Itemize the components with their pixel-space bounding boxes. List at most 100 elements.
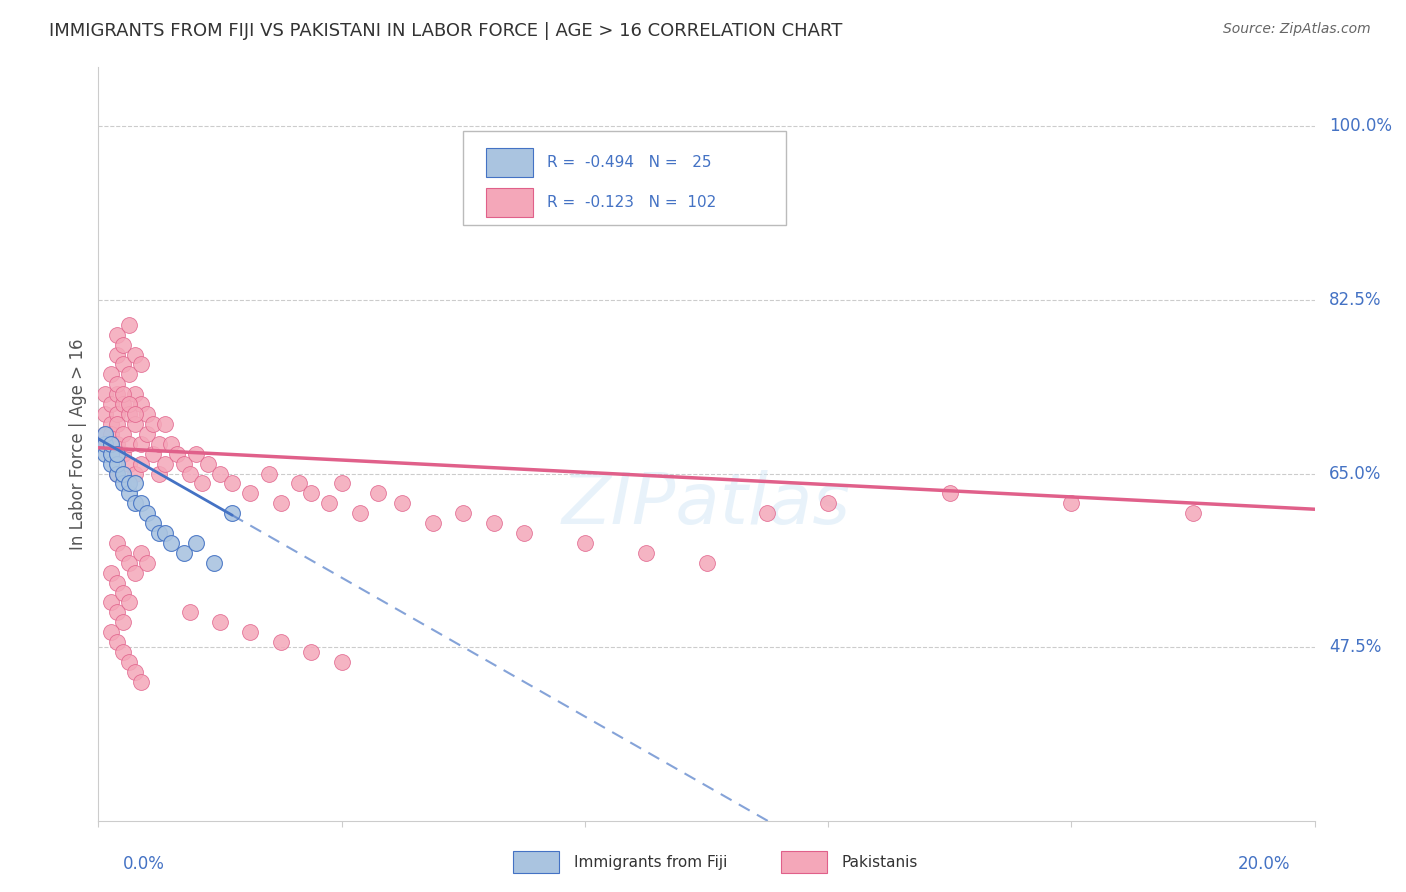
Point	[118, 437, 141, 451]
Point	[173, 546, 195, 560]
Text: 65.0%: 65.0%	[1329, 465, 1382, 483]
Point	[105, 407, 128, 421]
Point	[270, 496, 292, 510]
Text: Source: ZipAtlas.com: Source: ZipAtlas.com	[1223, 22, 1371, 37]
Point	[100, 417, 122, 431]
Point	[1182, 506, 1205, 520]
Point	[142, 417, 165, 431]
Point	[257, 467, 280, 481]
Point	[124, 496, 146, 510]
Text: 100.0%: 100.0%	[1329, 118, 1392, 136]
Point	[100, 595, 122, 609]
Point	[299, 486, 322, 500]
Point	[209, 615, 232, 630]
Point	[124, 417, 146, 431]
Point	[221, 476, 243, 491]
Point	[118, 318, 141, 332]
Point	[118, 368, 141, 382]
Point	[111, 645, 134, 659]
Point	[191, 476, 214, 491]
Point	[118, 595, 141, 609]
Point	[129, 437, 152, 451]
Point	[100, 457, 122, 471]
Point	[160, 437, 183, 451]
Point	[173, 457, 195, 471]
Point	[129, 397, 152, 411]
Point	[136, 556, 159, 570]
Point	[136, 506, 159, 520]
Point	[288, 476, 311, 491]
Point	[124, 566, 146, 580]
Point	[93, 437, 115, 451]
Point	[111, 467, 134, 481]
Point	[118, 655, 141, 669]
Point	[111, 476, 134, 491]
Point	[696, 556, 718, 570]
Point	[574, 536, 596, 550]
Point	[129, 496, 152, 510]
Point	[160, 536, 183, 550]
Point	[124, 387, 146, 401]
Point	[209, 467, 232, 481]
Point	[148, 437, 170, 451]
Point	[179, 606, 201, 620]
Point	[270, 635, 292, 649]
Point	[155, 457, 177, 471]
Point	[634, 546, 657, 560]
Point	[129, 546, 152, 560]
Point	[111, 546, 134, 560]
Point	[513, 526, 536, 541]
Point	[756, 506, 779, 520]
Point	[111, 387, 134, 401]
Point	[105, 387, 128, 401]
Point	[93, 437, 115, 451]
Point	[111, 358, 134, 372]
Point	[1060, 496, 1083, 510]
Point	[124, 347, 146, 361]
Point	[367, 486, 389, 500]
Text: 20.0%: 20.0%	[1237, 855, 1291, 872]
Bar	[780, 851, 827, 873]
Point	[105, 417, 128, 431]
Point	[118, 407, 141, 421]
Point	[124, 407, 146, 421]
Point	[105, 467, 128, 481]
Point	[93, 426, 115, 441]
Point	[391, 496, 413, 510]
Point	[100, 397, 122, 411]
Point	[118, 457, 141, 471]
Point	[453, 506, 475, 520]
Point	[111, 615, 134, 630]
Text: 47.5%: 47.5%	[1329, 638, 1382, 657]
Point	[118, 556, 141, 570]
Point	[330, 655, 353, 669]
Point	[184, 447, 207, 461]
Point	[93, 426, 115, 441]
Point	[155, 417, 177, 431]
Point	[129, 674, 152, 689]
Text: IMMIGRANTS FROM FIJI VS PAKISTANI IN LABOR FORCE | AGE > 16 CORRELATION CHART: IMMIGRANTS FROM FIJI VS PAKISTANI IN LAB…	[49, 22, 842, 40]
Point	[105, 437, 128, 451]
Point	[136, 426, 159, 441]
Point	[136, 407, 159, 421]
Point	[124, 476, 146, 491]
Point	[239, 486, 262, 500]
Point	[93, 447, 115, 461]
Point	[93, 387, 115, 401]
Point	[100, 447, 122, 461]
Point	[166, 447, 188, 461]
Point	[817, 496, 839, 510]
Point	[105, 457, 128, 471]
Point	[202, 556, 225, 570]
Text: R =  -0.494   N =   25: R = -0.494 N = 25	[547, 155, 711, 170]
Point	[111, 585, 134, 599]
Point	[148, 526, 170, 541]
Point	[349, 506, 371, 520]
Point	[148, 467, 170, 481]
Point	[111, 447, 134, 461]
Point	[221, 506, 243, 520]
Text: Pakistanis: Pakistanis	[842, 855, 918, 870]
Point	[105, 536, 128, 550]
Point	[105, 377, 128, 392]
Point	[142, 447, 165, 461]
